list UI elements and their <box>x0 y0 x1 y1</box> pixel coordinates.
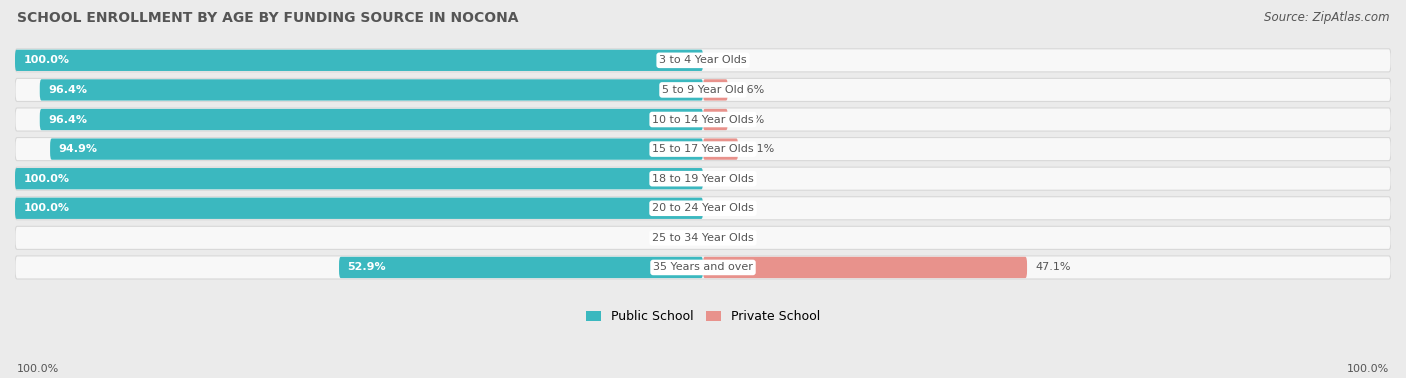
Text: 0.0%: 0.0% <box>711 203 740 213</box>
FancyBboxPatch shape <box>339 257 703 278</box>
Text: 100.0%: 100.0% <box>17 364 59 374</box>
FancyBboxPatch shape <box>15 50 703 71</box>
Text: 100.0%: 100.0% <box>24 203 69 213</box>
FancyBboxPatch shape <box>15 226 1391 249</box>
FancyBboxPatch shape <box>15 49 1391 72</box>
Text: 15 to 17 Year Olds: 15 to 17 Year Olds <box>652 144 754 154</box>
Text: 0.0%: 0.0% <box>711 174 740 184</box>
FancyBboxPatch shape <box>15 168 703 189</box>
FancyBboxPatch shape <box>15 138 1391 161</box>
Text: 18 to 19 Year Olds: 18 to 19 Year Olds <box>652 174 754 184</box>
Text: 20 to 24 Year Olds: 20 to 24 Year Olds <box>652 203 754 213</box>
Legend: Public School, Private School: Public School, Private School <box>581 305 825 328</box>
FancyBboxPatch shape <box>703 109 728 130</box>
Text: 10 to 14 Year Olds: 10 to 14 Year Olds <box>652 115 754 124</box>
Text: 100.0%: 100.0% <box>24 55 69 65</box>
FancyBboxPatch shape <box>51 138 703 160</box>
Text: 47.1%: 47.1% <box>1035 262 1071 273</box>
FancyBboxPatch shape <box>15 78 1391 101</box>
Text: 0.0%: 0.0% <box>711 55 740 65</box>
FancyBboxPatch shape <box>15 198 703 219</box>
Text: SCHOOL ENROLLMENT BY AGE BY FUNDING SOURCE IN NOCONA: SCHOOL ENROLLMENT BY AGE BY FUNDING SOUR… <box>17 11 519 25</box>
FancyBboxPatch shape <box>703 79 728 101</box>
FancyBboxPatch shape <box>15 108 1391 131</box>
Text: 100.0%: 100.0% <box>1347 364 1389 374</box>
Text: 35 Years and over: 35 Years and over <box>652 262 754 273</box>
Text: 5 to 9 Year Old: 5 to 9 Year Old <box>662 85 744 95</box>
FancyBboxPatch shape <box>703 257 1026 278</box>
Text: 3 to 4 Year Olds: 3 to 4 Year Olds <box>659 55 747 65</box>
Text: 94.9%: 94.9% <box>58 144 97 154</box>
FancyBboxPatch shape <box>15 167 1391 190</box>
Text: 96.4%: 96.4% <box>48 115 87 124</box>
Text: 100.0%: 100.0% <box>24 174 69 184</box>
Text: 25 to 34 Year Olds: 25 to 34 Year Olds <box>652 233 754 243</box>
Text: 5.1%: 5.1% <box>747 144 775 154</box>
Text: 3.6%: 3.6% <box>735 115 765 124</box>
FancyBboxPatch shape <box>703 138 738 160</box>
FancyBboxPatch shape <box>39 79 703 101</box>
Text: 0.0%: 0.0% <box>665 233 693 243</box>
FancyBboxPatch shape <box>15 256 1391 279</box>
Text: 3.6%: 3.6% <box>735 85 765 95</box>
FancyBboxPatch shape <box>39 109 703 130</box>
FancyBboxPatch shape <box>15 197 1391 220</box>
Text: 96.4%: 96.4% <box>48 85 87 95</box>
Text: Source: ZipAtlas.com: Source: ZipAtlas.com <box>1264 11 1389 24</box>
Text: 0.0%: 0.0% <box>711 233 740 243</box>
Text: 52.9%: 52.9% <box>347 262 385 273</box>
